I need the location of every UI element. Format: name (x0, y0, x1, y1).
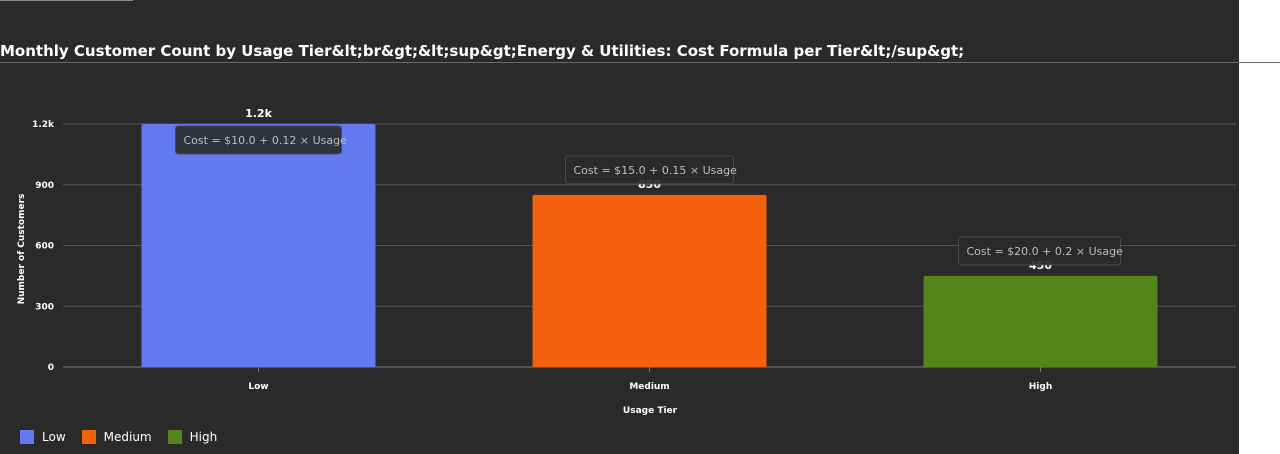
annotation-text: Cost = $15.0 + 0.15 × Usage (574, 164, 738, 177)
y-tick-label: 1.2k (32, 120, 55, 130)
bar-medium[interactable] (532, 194, 767, 367)
y-tick-label: 0 (48, 363, 54, 373)
bar-low[interactable] (141, 124, 376, 367)
legend-swatch (81, 430, 96, 444)
cost-annotation: Cost = $10.0 + 0.12 × Usage (175, 125, 348, 155)
chart-title: Monthly Customer Count by Usage Tier&lt;… (0, 42, 965, 60)
x-axis-title: Usage Tier (623, 406, 678, 416)
legend-label: Medium (103, 430, 152, 444)
axes: 0 300 600 900 1.2k Low Medium High (32, 120, 1052, 392)
data-label: 1.2k (245, 107, 272, 120)
y-tick-label: 600 (35, 242, 54, 252)
top-tab-indicator (0, 0, 133, 1)
annotations: Cost = $10.0 + 0.12 × Usage Cost = $15.0 … (175, 125, 1124, 266)
legend-item-low[interactable]: Low (20, 430, 66, 444)
title-divider (0, 62, 1280, 63)
legend-label: High (189, 430, 218, 444)
x-tick-label: Low (248, 382, 268, 392)
annotation-box (175, 125, 342, 155)
y-tick-label: 900 (35, 181, 54, 191)
annotation-text: Cost = $10.0 + 0.12 × Usage (184, 134, 348, 147)
cost-annotation: Cost = $15.0 + 0.15 × Usage (565, 155, 738, 185)
legend-item-medium[interactable]: Medium (81, 430, 152, 444)
annotation-box (565, 155, 734, 185)
annotation-text: Cost = $20.0 + 0.2 × Usage (967, 245, 1124, 258)
x-tick-label: Medium (629, 382, 669, 392)
legend-swatch (167, 430, 182, 444)
legend: Low Medium High (20, 430, 233, 444)
y-axis-title: Number of Customers (17, 194, 27, 305)
bar-high[interactable] (923, 275, 1158, 367)
legend-label: Low (42, 430, 66, 444)
legend-item-high[interactable]: High (167, 430, 218, 444)
bars (141, 124, 1158, 367)
x-tick-label: High (1029, 382, 1052, 392)
cost-annotation: Cost = $20.0 + 0.2 × Usage (958, 236, 1124, 266)
y-tick-label: 300 (35, 302, 54, 312)
legend-swatch (20, 430, 34, 444)
annotation-box (958, 236, 1121, 266)
